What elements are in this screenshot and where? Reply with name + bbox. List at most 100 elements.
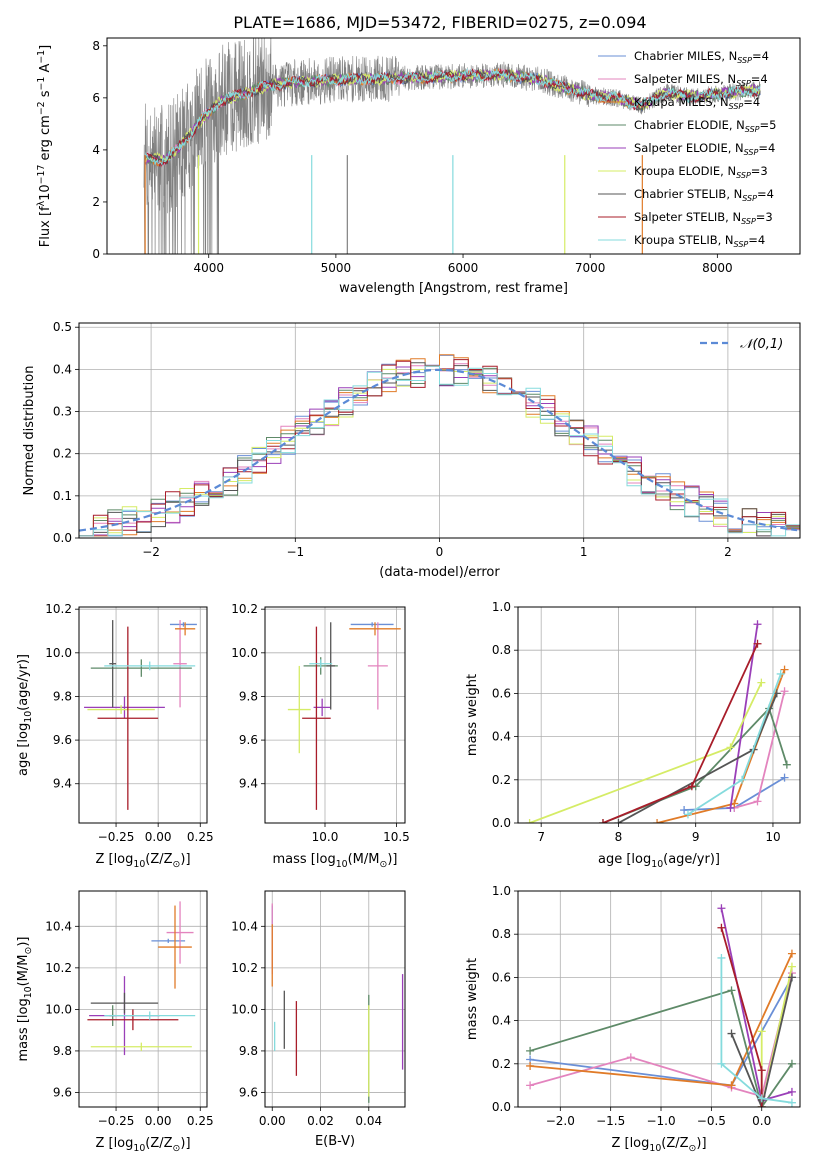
x-tick-label: −1 [286,545,304,559]
massweight-line-4 [720,908,793,1102]
y-tick-label: 0.4 [492,730,511,744]
y-tick-label: 10.4 [231,919,258,933]
massweight-point [525,819,534,823]
massweight-point [626,1053,635,1062]
panel-spectrum: 4000 5000 6000 7000 8000 0 2 4 6 8 wavelength [Ang… [36,37,801,296]
x-tick-label: 1 [580,545,588,559]
massweight-line-5 [760,966,793,1107]
x-tick-label: 10 [765,830,780,844]
plot-area-age_vs_mass [287,622,401,810]
x-tick-label: −2.0 [546,1114,575,1128]
axes-frame-spectrum [106,37,801,255]
panel-residuals: −2 −1 0 1 2 0.0 0.1 0.2 0.3 0.4 0.5 (data-model)/er… [22,320,801,580]
plot-area-spectrum [143,38,761,254]
y-tick-label: 9.4 [53,777,72,791]
axes-frame-residuals [78,322,801,539]
x-tick-label: 9 [692,830,700,844]
grid-ebv [265,891,405,1107]
y-tick-label: 0.0 [492,816,511,830]
figure-title: PLATE=1686, MJD=53472, FIBERID=0275, z=0… [233,13,646,32]
y-tick-label: 9.6 [239,1085,258,1099]
massweight-point [683,810,692,819]
massweight-line-8 [720,958,793,1104]
y-tick-label: 9.6 [239,733,258,747]
y-tick-label: 10.0 [45,646,72,660]
massweight-point [726,743,735,752]
panel-age_vs_Z: −0.25 0.00 0.25 9.4 9.6 9.8 10.0 10.2 Z [log10(Z… [16,602,214,870]
x-axis-label: Z [log10(Z/Z⊙)] [95,1136,190,1154]
massweight-point [687,782,696,791]
y-tick-label: 9.6 [53,1085,72,1099]
y-tick-label: 9.8 [239,1044,258,1058]
x-tick-label: 7 [537,830,545,844]
x-axis-label: age [log10(age/yr)] [598,852,720,870]
axes-frame-mass_vs_Z [78,890,208,1108]
y-tick-label: 10.2 [231,602,258,616]
x-tick-label: 5000 [321,261,352,275]
massweight-point [526,1081,535,1090]
x-axis-label: wavelength [Angstrom, rest frame] [339,281,568,296]
massweight-line-3 [602,706,788,823]
massweight-point [757,1103,766,1107]
x-tick-label: −1.5 [596,1114,625,1128]
y-tick-label: 6 [92,91,100,105]
massweight-point [753,620,762,629]
x-tick-label: 10.0 [312,830,339,844]
y-tick-label: 0.8 [492,927,511,941]
massweight-point [753,639,762,648]
legend-entry: Kroupa MILES, NSSP=4 [634,95,760,111]
y-axis-label: Normed distribution [22,366,37,496]
plot-area-mass_vs_Z [87,901,196,1056]
panel-age_vs_mass: 10.0 10.5 9.4 9.6 9.8 10.0 10.2 mass [log10(M/M… [231,602,410,870]
massweight-line-6 [730,977,793,1107]
y-tick-label: 10.0 [231,646,258,660]
massweight-point [787,1098,796,1107]
x-tick-label: −1.0 [646,1114,675,1128]
massweight-point [738,775,747,784]
plot-area-massweight_vs_age [525,620,791,823]
y-tick-label: 0.0 [53,531,72,545]
y-tick-label: 9.6 [53,733,72,747]
grid-mass_vs_Z [79,891,207,1107]
massweight-point [780,687,789,696]
grid-age_vs_Z [79,607,207,823]
y-axis-label: age [log10(age/yr)] [16,654,34,776]
massweight-point [680,806,689,815]
y-tick-label: 1.0 [492,600,511,614]
y-tick-label: 0.1 [53,489,72,503]
panel-massweight_vs_Z: −2.0 −1.5 −1.0 −0.5 0.0 0.0 0.2 0.4 0.6 0.8 1.0 Z [… [465,884,801,1154]
y-tick-label: 9.8 [53,689,72,703]
legend-entry: Salpeter ELODIE, NSSP=4 [634,141,775,157]
y-tick-label: 4 [92,143,100,157]
axes-frame-massweight_vs_Z [517,890,801,1108]
y-axis-label: mass weight [465,674,480,756]
y-tick-label: 0.0 [492,1100,511,1114]
axes-frame-ebv [264,890,406,1108]
massweight-line-2 [656,669,786,823]
residual-histogram-8 [79,365,800,537]
legend-entry: Salpeter MILES, NSSP=4 [634,72,768,88]
axes-frame-age_vs_mass [264,606,406,824]
y-tick-label: 10.2 [231,961,258,975]
x-tick-label: 0.00 [145,1114,172,1128]
panel-massweight_vs_age: 7 8 9 10 0.0 0.2 0.4 0.6 0.8 1.0 age [log10(age/yr… [465,600,801,870]
x-tick-label: 4000 [193,261,224,275]
massweight-point [726,803,735,812]
massweight-point [787,1087,796,1096]
massweight-point [787,949,796,958]
x-tick-label: −0.25 [98,830,135,844]
x-tick-label: 0.25 [187,1114,214,1128]
massweight-line-3 [529,989,793,1107]
y-tick-label: 0.2 [492,773,511,787]
y-tick-label: 8 [92,39,100,53]
x-tick-label: 0.25 [187,830,214,844]
grid-age_vs_mass [265,607,405,823]
y-tick-label: 9.8 [53,1044,72,1058]
y-tick-label: 0.8 [492,643,511,657]
x-axis-label: mass [log10(M/M⊙)] [273,852,398,870]
massweight-point [727,986,736,995]
x-axis-label: (data-model)/error [379,565,500,580]
x-tick-label: 0.04 [355,1114,382,1128]
massweight-point [782,760,791,769]
